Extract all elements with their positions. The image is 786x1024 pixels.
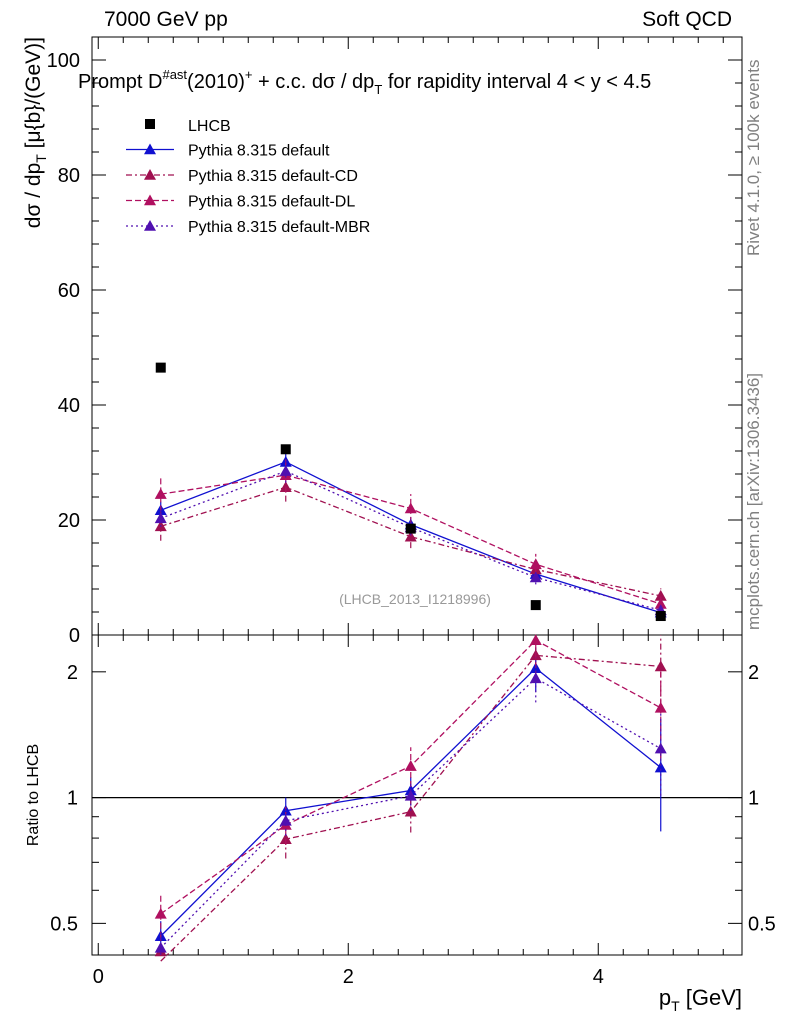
header-left: 7000 GeV pp <box>104 8 228 31</box>
legend-series-3-label: Pythia 8.315 default-DL <box>188 194 355 211</box>
x-tick-label: 4 <box>593 966 604 988</box>
series-3-ratio-point <box>654 701 667 713</box>
series-3-point <box>529 558 542 570</box>
y-tick-label: 80 <box>58 165 80 187</box>
x-axis-label: pT [GeV] <box>659 985 742 1014</box>
y-tick-label: 60 <box>58 280 80 302</box>
legend-series-4-label: Pythia 8.315 default-MBR <box>188 219 370 236</box>
lhcb-data-point <box>655 611 666 622</box>
legend-series-3-marker <box>144 194 156 206</box>
legend-series-1-marker <box>144 143 156 155</box>
series-3-ratio-point <box>154 907 167 919</box>
series-4-point <box>154 512 167 524</box>
x-tick-label: 2 <box>343 966 354 988</box>
series-2-ratio-point <box>279 833 292 845</box>
series-2-ratio-point <box>654 660 667 672</box>
series-2-line <box>160 486 661 597</box>
ratio-tick-label-right: 2 <box>748 662 759 684</box>
series-2-ratio-line <box>160 654 661 962</box>
series-4-ratio-point <box>154 941 167 953</box>
series-2-point <box>654 589 667 601</box>
legend-series-2-label: Pythia 8.315 default-CD <box>188 168 358 185</box>
ratio-axis-label: Ratio to LHCB <box>25 744 42 846</box>
chart-title: Prompt D#ast(2010)+ + c.c. dσ / dpT for … <box>78 67 651 97</box>
ratio-tick-label: 0.5 <box>50 913 78 935</box>
legend-lhcb-label: LHCB <box>188 118 231 135</box>
legend-series-2-marker <box>144 169 156 180</box>
series-4-point <box>529 571 542 583</box>
series-3-ratio-point <box>529 634 542 646</box>
series-4-ratio-point <box>654 742 667 754</box>
ratio-tick-label-right: 1 <box>748 788 759 810</box>
series-4-ratio-point <box>279 814 292 826</box>
series-2-ratio-point <box>404 805 417 817</box>
series-2-point <box>404 530 417 542</box>
ratio-frame <box>91 634 743 956</box>
analysis-watermark: (LHCB_2013_I1218996) <box>339 591 491 607</box>
series-1-ratio-point <box>654 761 667 773</box>
lhcb-data-point <box>280 444 291 455</box>
y-axis-label: dσ / dpT [μ{b}/(GeV)] <box>22 37 49 228</box>
series-4-ratio-point <box>529 672 542 684</box>
series-3-point <box>654 597 667 609</box>
lhcb-data-point <box>530 600 541 611</box>
series-4-point <box>279 465 292 476</box>
header-right: Soft QCD <box>642 8 732 31</box>
x-tick-label: 0 <box>93 966 104 988</box>
legend-series-4-marker <box>144 220 156 231</box>
y-tick-label: 20 <box>58 510 80 532</box>
lhcb-data-point <box>405 523 416 534</box>
ratio-tick-label-right: 0.5 <box>748 913 776 935</box>
ratio-tick-label: 2 <box>67 662 78 684</box>
y-tick-label: 0 <box>69 625 80 647</box>
y-tick-label: 40 <box>58 395 80 417</box>
legend-lhcb-marker <box>145 119 155 129</box>
series-4-ratio-point <box>404 789 417 801</box>
series-3-point <box>404 502 417 514</box>
y-tick-label: 100 <box>47 50 80 72</box>
series-3-ratio-point <box>404 760 417 771</box>
ratio-tick-label: 1 <box>67 788 78 810</box>
lhcb-data-point <box>155 362 166 373</box>
series-3-point <box>154 488 167 499</box>
legend-series-1-label: Pythia 8.315 default <box>188 143 330 160</box>
